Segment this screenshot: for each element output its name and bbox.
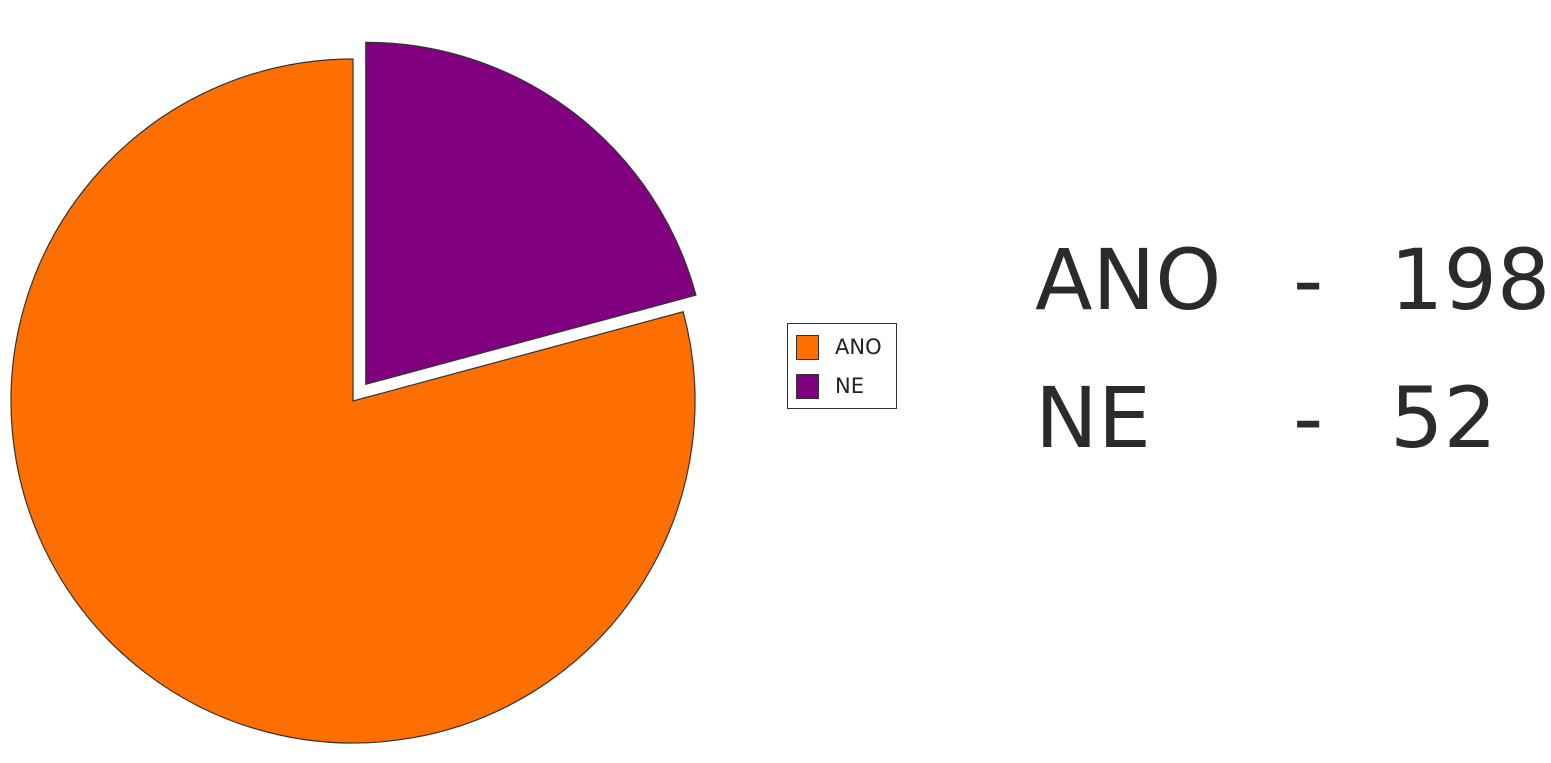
summary-row-ano: ANO - 198	[1035, 231, 1550, 329]
pie-slice-ne	[365, 41, 697, 386]
summary-label-ne: NE	[1035, 369, 1151, 467]
pie-slice-ano	[10, 58, 696, 744]
legend-swatch-ne	[796, 373, 819, 399]
summary-separator-ne: -	[1293, 369, 1324, 467]
legend-swatch-ano	[796, 334, 819, 360]
legend-item-ano: ANO	[796, 334, 882, 360]
legend-item-ne: NE	[796, 373, 864, 399]
summary-label-ano: ANO	[1035, 231, 1222, 329]
summary-separator-ano: -	[1293, 231, 1324, 329]
summary-value-ano: 198	[1390, 231, 1551, 329]
legend-label-ne: NE	[835, 374, 864, 398]
summary-row-ne: NE - 52	[1035, 376, 1545, 466]
legend: ANO NE	[787, 323, 897, 409]
legend-label-ano: ANO	[835, 335, 882, 359]
summary-value-ne: 52	[1390, 369, 1497, 467]
